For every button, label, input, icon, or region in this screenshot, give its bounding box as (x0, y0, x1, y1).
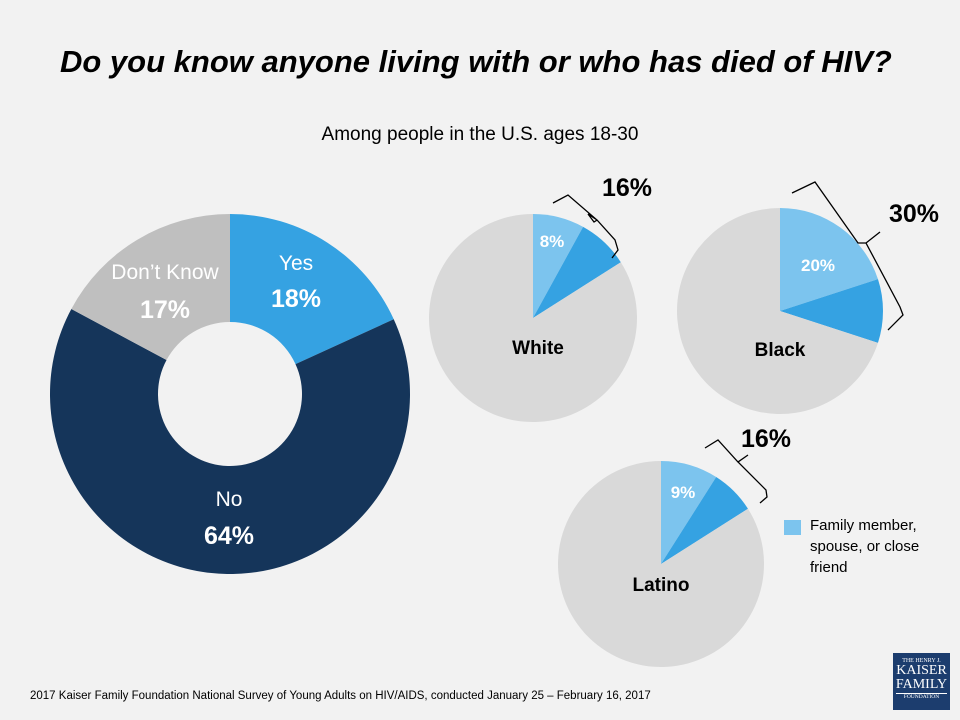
black-slice-label: 20% (801, 256, 835, 275)
logo-line: FAMILY (895, 677, 948, 692)
white-slice-0 (533, 214, 584, 318)
latino-title: Latino (633, 575, 690, 596)
donut-label-yes: Yes (279, 252, 313, 275)
white-slice-2 (429, 214, 638, 422)
donut-value-no: 64% (204, 522, 254, 550)
chart-subtitle: Among people in the U.S. ages 18-30 (321, 124, 639, 145)
donut-value-yes: 18% (271, 285, 321, 313)
bracket-latino (704, 439, 768, 504)
black-total: 30% (889, 200, 939, 228)
black-title: Black (755, 340, 806, 361)
white-title: White (512, 338, 564, 359)
chart-title: Do you know anyone living with or who ha… (60, 44, 892, 79)
latino-slice-0 (661, 461, 717, 564)
black-slice-2 (677, 208, 878, 414)
source-footnote: 2017 Kaiser Family Foundation National S… (30, 690, 651, 702)
bracket-white (552, 194, 619, 259)
donut-label-no: No (216, 488, 243, 511)
donut-slice-0 (230, 214, 394, 365)
white-slice-label: 8% (540, 232, 565, 251)
latino-slice-2 (557, 461, 764, 667)
legend-swatch (784, 520, 801, 535)
logo-line: FOUNDATION (896, 693, 947, 700)
donut-label-dontknow: Don’t Know (111, 261, 219, 284)
black-slice-1 (780, 279, 884, 343)
donut-value-dontknow: 17% (140, 296, 190, 324)
white-slice-1 (533, 226, 621, 318)
latino-total: 16% (741, 425, 791, 453)
latino-slice-label: 9% (671, 483, 696, 502)
latino-slice-1 (661, 477, 748, 564)
donut-slice-1 (49, 308, 410, 574)
donut-slice-2 (71, 214, 230, 360)
bracket-black (791, 181, 904, 331)
white-total: 16% (602, 174, 652, 202)
legend-label: Family member, spouse, or close friend (810, 517, 920, 576)
logo-line: THE HENRY J. (902, 658, 941, 664)
logo-line: KAISER (896, 663, 947, 678)
black-slice-0 (780, 208, 878, 311)
kff-logo: THE HENRY J. KAISER FAMILY FOUNDATION (893, 653, 950, 710)
